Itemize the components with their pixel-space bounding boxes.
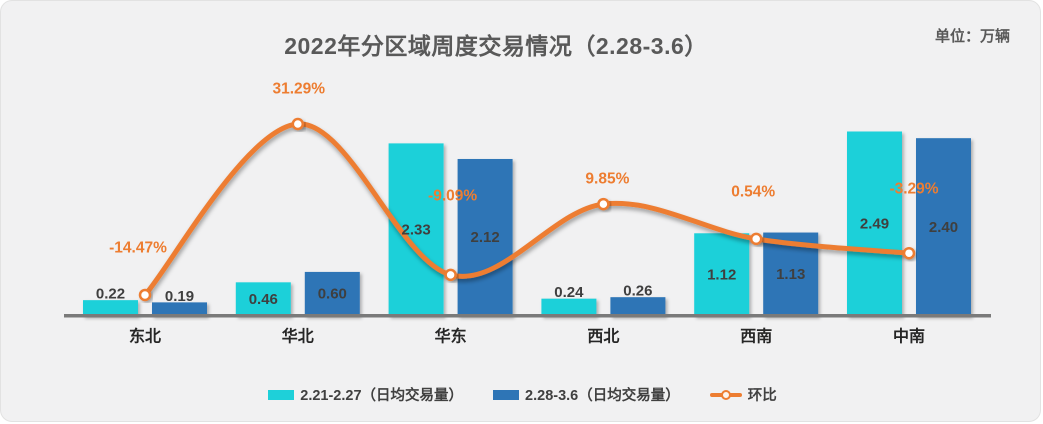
- bar-series1-0: [83, 300, 138, 317]
- week1-series-swatch: [268, 389, 295, 400]
- labels-group: 0.22 0.19 东北 0.46 0.60 华北 2.33 2.12 华东 0.24 0.26 西北…: [96, 80, 958, 345]
- line-marker-3: [597, 197, 610, 211]
- week2-series-swatch: [493, 389, 520, 400]
- bar-series2-3: [610, 297, 666, 317]
- bar-series2-0: [152, 302, 207, 317]
- x-axis-label-2: 华东: [435, 327, 467, 346]
- legend-item-week2[interactable]: 2.28-3.6（日均交易量）: [493, 384, 680, 405]
- bar-series1-5: [847, 131, 902, 317]
- bar-value-label-s2-2: 2.12: [470, 229, 499, 246]
- bar-value-label-s2-5: 2.40: [929, 219, 958, 236]
- bar-value-label-s1-0: 0.22: [96, 286, 125, 303]
- x-axis-line: [64, 314, 991, 318]
- bars-group: [83, 131, 971, 317]
- pct-label-4: 0.54%: [731, 183, 775, 200]
- line-marker-5: [902, 246, 916, 260]
- x-axis-label-4: 西南: [740, 327, 772, 346]
- line-marker-2: [444, 268, 457, 282]
- bar-value-label-s2-3: 0.26: [623, 283, 652, 300]
- trend-line-group: [138, 117, 916, 302]
- line-marker-0: [138, 288, 152, 302]
- pct-label-3: 9.85%: [585, 171, 629, 188]
- bar-series2-1: [304, 271, 360, 317]
- pct-label-1: 31.29%: [273, 80, 326, 97]
- axis-group: [64, 314, 991, 318]
- x-axis-label-1: 华北: [282, 327, 314, 346]
- legend: 2.21-2.27（日均交易量） 2.28-3.6（日均交易量） 环比: [87, 384, 958, 405]
- bar-value-label-s1-2: 2.33: [401, 221, 430, 238]
- ratio-line-swatch: [709, 389, 742, 400]
- bar-series2-2: [457, 158, 513, 317]
- line-marker-4: [749, 232, 763, 246]
- pct-label-0: -14.47%: [109, 239, 167, 256]
- unit-label: 单位：万辆: [934, 28, 1010, 45]
- bar-series2-5: [916, 138, 971, 317]
- bar-series1-3: [541, 298, 597, 317]
- legend-label-week1: 2.21-2.27（日均交易量）: [300, 388, 464, 404]
- bar-value-label-s1-4: 1.12: [707, 266, 736, 283]
- bar-value-label-s1-1: 0.46: [249, 291, 278, 308]
- pct-label-2: -9.09%: [428, 187, 477, 204]
- legend-item-ratio[interactable]: 环比: [709, 384, 777, 405]
- bar-series1-1: [235, 282, 291, 317]
- bar-series1-4: [694, 233, 750, 317]
- pct-label-5: -3.29%: [889, 181, 938, 198]
- bar-value-label-s2-1: 0.60: [318, 286, 347, 303]
- bar-value-label-s1-3: 0.24: [554, 284, 584, 301]
- line-marker-1: [291, 117, 305, 131]
- legend-item-week1[interactable]: 2.21-2.27（日均交易量）: [268, 384, 463, 405]
- x-axis-label-3: 西北: [587, 328, 619, 346]
- bar-value-label-s1-5: 2.49: [860, 215, 889, 232]
- bar-value-label-s2-4: 1.13: [776, 266, 805, 283]
- legend-label-ratio: 环比: [747, 388, 777, 404]
- chart-title: 2022年分区域周度交易情况（2.28-3.6）: [284, 33, 708, 59]
- legend-label-week2: 2.28-3.6（日均交易量）: [525, 388, 680, 404]
- x-axis-label-0: 东北: [129, 327, 161, 346]
- x-axis-label-5: 中南: [893, 327, 925, 346]
- bar-value-label-s2-0: 0.19: [165, 288, 194, 305]
